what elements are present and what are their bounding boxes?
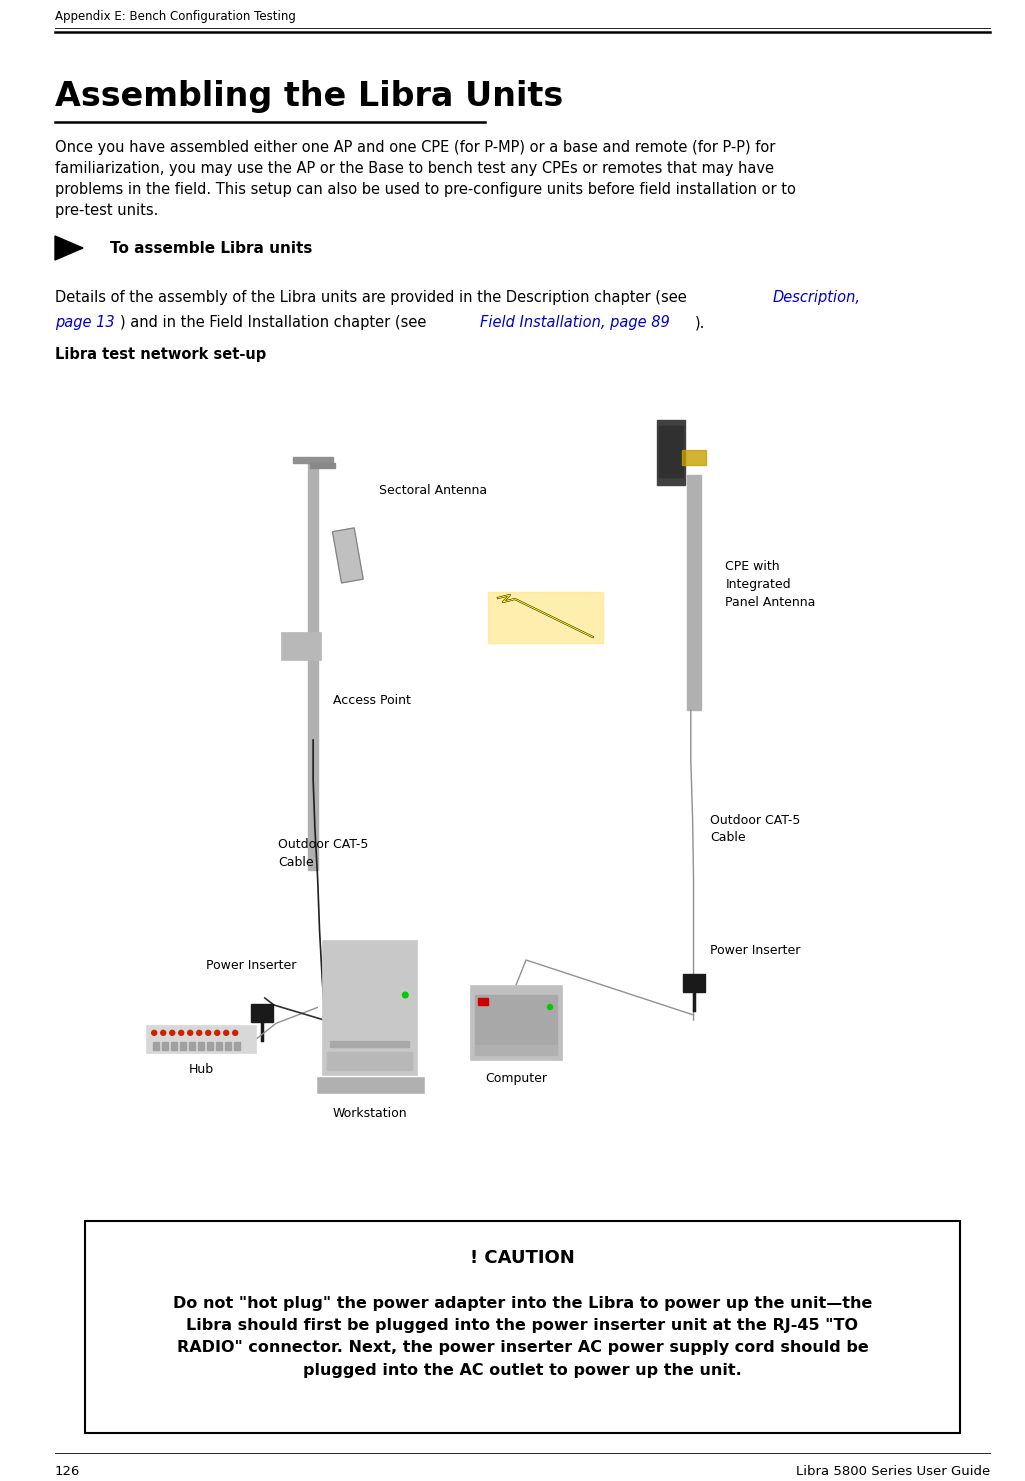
Text: Sectoral Antenna: Sectoral Antenna xyxy=(379,483,487,496)
Bar xyxy=(318,1077,424,1093)
Bar xyxy=(85,1220,960,1434)
Circle shape xyxy=(178,1031,183,1035)
Text: Cable: Cable xyxy=(710,831,745,844)
Bar xyxy=(162,1043,168,1050)
Circle shape xyxy=(223,1031,229,1035)
Text: Details of the assembly of the Libra units are provided in the Description chapt: Details of the assembly of the Libra uni… xyxy=(55,290,692,305)
Circle shape xyxy=(547,1004,552,1010)
Bar xyxy=(281,632,321,661)
Bar xyxy=(475,1046,557,1054)
Bar xyxy=(470,985,562,1060)
Bar xyxy=(332,527,363,584)
Circle shape xyxy=(197,1031,202,1035)
Bar xyxy=(226,1043,232,1050)
Text: Panel Antenna: Panel Antenna xyxy=(726,595,816,609)
Text: Outdoor CAT-5: Outdoor CAT-5 xyxy=(279,838,369,852)
Bar xyxy=(190,1043,195,1050)
Bar xyxy=(687,475,700,709)
Text: Hub: Hub xyxy=(189,1063,214,1077)
Text: Integrated: Integrated xyxy=(726,578,791,591)
Circle shape xyxy=(188,1031,193,1035)
Bar xyxy=(659,427,683,477)
Bar xyxy=(235,1043,240,1050)
Text: Outdoor CAT-5: Outdoor CAT-5 xyxy=(710,813,801,826)
Text: Access Point: Access Point xyxy=(333,693,411,706)
Text: Computer: Computer xyxy=(485,1072,547,1086)
Bar xyxy=(207,1043,213,1050)
Circle shape xyxy=(233,1031,238,1035)
Bar xyxy=(682,450,705,465)
Circle shape xyxy=(161,1031,166,1035)
Bar xyxy=(171,1043,177,1050)
Bar xyxy=(475,995,557,1046)
Text: Libra 5800 Series User Guide: Libra 5800 Series User Guide xyxy=(795,1465,990,1478)
Text: ) and in the Field Installation chapter (see: ) and in the Field Installation chapter … xyxy=(120,315,430,330)
Text: CPE with: CPE with xyxy=(726,560,780,573)
Circle shape xyxy=(152,1031,157,1035)
Bar xyxy=(180,1043,187,1050)
Bar xyxy=(322,940,417,1075)
Bar xyxy=(478,998,488,1006)
Bar xyxy=(198,1043,204,1050)
Text: Libra test network set-up: Libra test network set-up xyxy=(55,347,266,361)
Circle shape xyxy=(214,1031,219,1035)
Bar xyxy=(251,1004,273,1022)
Bar xyxy=(147,1025,256,1053)
Polygon shape xyxy=(55,235,83,261)
Text: Field Installation, page 89: Field Installation, page 89 xyxy=(480,315,669,330)
Bar xyxy=(683,974,704,992)
Text: page 13: page 13 xyxy=(55,315,115,330)
Text: Power Inserter: Power Inserter xyxy=(710,943,801,957)
Bar xyxy=(309,461,318,869)
Text: Power Inserter: Power Inserter xyxy=(205,958,296,972)
Bar xyxy=(293,458,333,464)
Polygon shape xyxy=(488,592,603,643)
Text: Once you have assembled either one AP and one CPE (for P-MP) or a base and remot: Once you have assembled either one AP an… xyxy=(55,141,795,218)
Text: Description,: Description, xyxy=(773,290,861,305)
Text: ! CAUTION: ! CAUTION xyxy=(470,1248,575,1268)
Text: Workstation: Workstation xyxy=(332,1106,407,1120)
Bar xyxy=(311,464,335,468)
Bar xyxy=(332,527,363,584)
Circle shape xyxy=(403,992,408,998)
Text: Appendix E: Bench Configuration Testing: Appendix E: Bench Configuration Testing xyxy=(55,10,296,24)
Text: ).: ). xyxy=(695,315,705,330)
Text: To assemble Libra units: To assemble Libra units xyxy=(110,240,313,256)
Text: Cable: Cable xyxy=(279,856,314,868)
Bar xyxy=(153,1043,159,1050)
Bar xyxy=(327,1052,412,1069)
Text: Do not "hot plug" the power adapter into the Libra to power up the unit—the
Libr: Do not "hot plug" the power adapter into… xyxy=(173,1296,872,1377)
Text: Assembling the Libra Units: Assembling the Libra Units xyxy=(55,80,564,113)
Bar xyxy=(330,1041,409,1047)
Bar xyxy=(216,1043,222,1050)
Bar xyxy=(657,421,685,484)
Circle shape xyxy=(206,1031,211,1035)
Circle shape xyxy=(170,1031,174,1035)
Text: 126: 126 xyxy=(55,1465,80,1478)
